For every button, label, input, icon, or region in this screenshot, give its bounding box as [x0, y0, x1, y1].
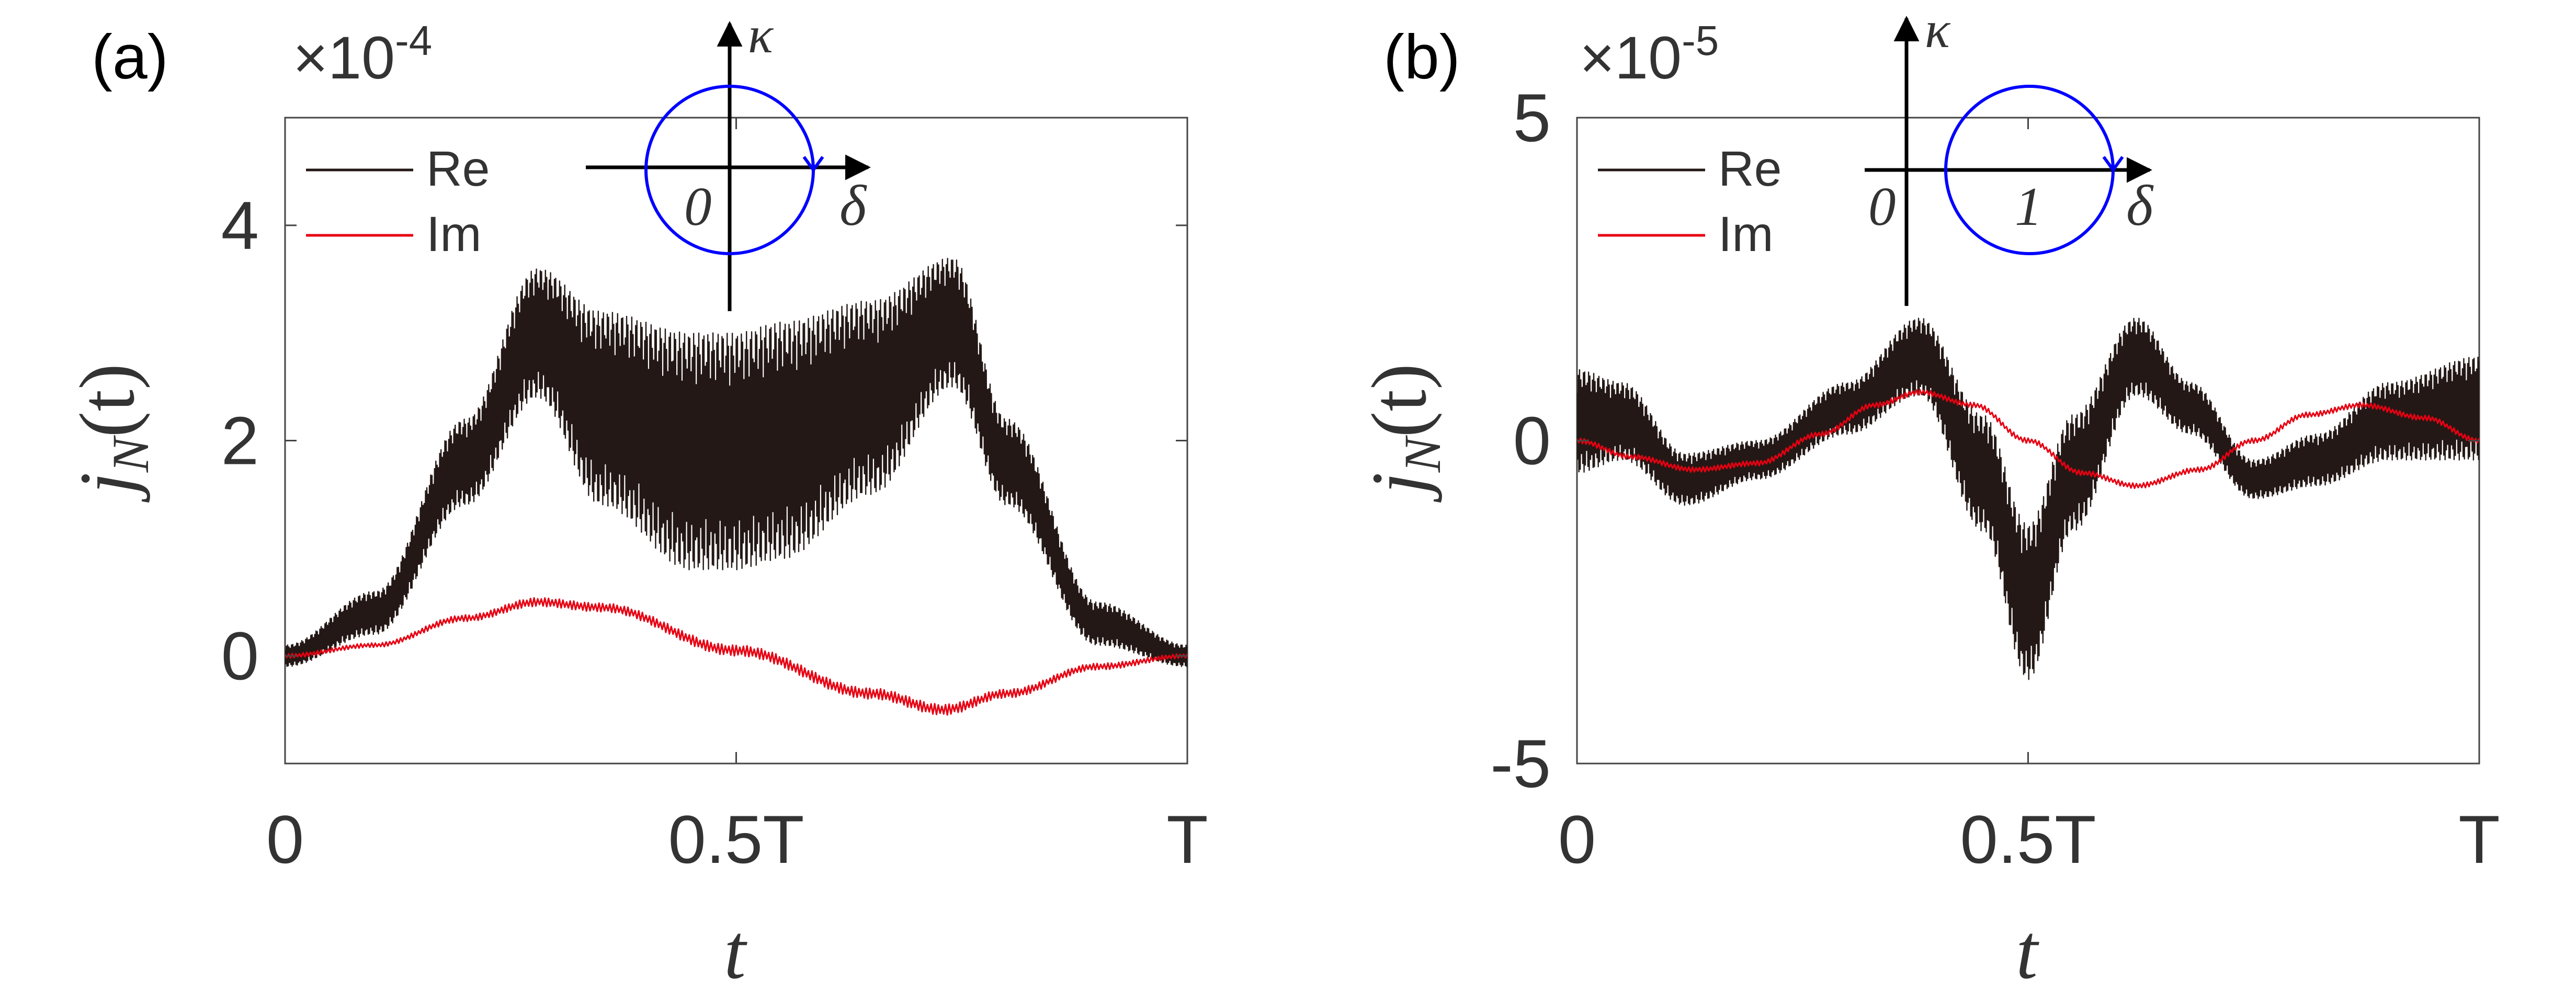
panel-a: (a) ×10-4 0 0.5T T 0 2 4 Re Im 0 δ κ t jN(t) — [64, 6, 1208, 991]
panel-a-legend: Re Im — [306, 141, 490, 262]
panel-a-exponent: ×10-4 — [293, 17, 432, 92]
x-tick-label-a-1: 0.5T — [668, 801, 804, 878]
panel-b-ylabel: jN(t) — [1356, 363, 1451, 503]
inset-b-origin-label: 0 — [1868, 176, 1896, 237]
y-tick-label-b-1: 0 — [1513, 403, 1551, 479]
series-a-im — [285, 597, 1187, 716]
inset-a-kappa-label: κ — [748, 6, 774, 64]
panel-a-xlabel: t — [724, 908, 747, 991]
legend-a-im-label: Im — [426, 207, 482, 262]
inset-a-direction-arrow — [802, 156, 824, 173]
panel-b-xlabel: t — [2016, 908, 2039, 991]
y-tick-label-a-0: 0 — [221, 618, 259, 694]
panel-b-label: (b) — [1383, 22, 1460, 92]
series-a-re — [285, 258, 1187, 667]
panel-b-exponent-prefix: ×10 — [1580, 25, 1682, 92]
panel-a-ylabel-arg: (t) — [64, 363, 151, 438]
panel-a-ylabel-sub: N — [101, 435, 160, 473]
panel-a-inset: 0 δ κ — [586, 6, 871, 311]
panel-b-exponent: ×10-5 — [1580, 17, 1719, 92]
inset-b-delta-label: δ — [2126, 174, 2154, 237]
inset-a-origin-label: 0 — [684, 176, 712, 237]
inset-b-direction-arrow — [2102, 156, 2124, 173]
y-tick-label-b-0: -5 — [1490, 725, 1551, 802]
panel-b-ylabel-main: j — [1356, 472, 1443, 503]
panel-b-ylabel-arg: (t) — [1356, 363, 1443, 438]
panel-b-exponent-power: -5 — [1682, 17, 1719, 64]
legend-a-re-label: Re — [426, 141, 490, 197]
x-tick-label-a-2: T — [1166, 801, 1208, 878]
panel-b: (b) ×10-5 0 0.5T T-505 Re Im 0 1 δ κ t — [1356, 1, 2500, 991]
panel-a-ylabel-main: j — [64, 472, 151, 503]
inset-b-one-label: 1 — [2015, 176, 2042, 237]
panel-b-ylabel-sub: N — [1393, 435, 1451, 473]
panel-a-ylabel: jN(t) — [64, 363, 160, 503]
x-tick-label-b-0: 0 — [1558, 801, 1596, 878]
inset-b-kappa-label: κ — [1925, 1, 1951, 59]
panel-a-label: (a) — [92, 22, 168, 92]
series-b-re — [1577, 317, 2479, 680]
panel-b-inset: 0 1 δ κ — [1865, 1, 2154, 306]
x-tick-label-b-1: 0.5T — [1960, 801, 2096, 878]
y-tick-label-a-2: 4 — [221, 187, 259, 264]
panel-a-exponent-prefix: ×10 — [293, 25, 395, 92]
series-b-im — [1577, 389, 2479, 489]
y-tick-label-a-1: 2 — [221, 403, 259, 479]
legend-b-im-label: Im — [1718, 207, 1774, 262]
panel-b-legend: Re Im — [1598, 141, 1781, 262]
inset-a-delta-label: δ — [839, 174, 867, 237]
x-tick-label-a-0: 0 — [266, 801, 304, 878]
y-tick-label-b-2: 5 — [1513, 79, 1551, 156]
legend-b-re-label: Re — [1718, 141, 1781, 197]
x-tick-label-b-2: T — [2458, 801, 2500, 878]
panel-a-exponent-power: -4 — [395, 17, 432, 64]
